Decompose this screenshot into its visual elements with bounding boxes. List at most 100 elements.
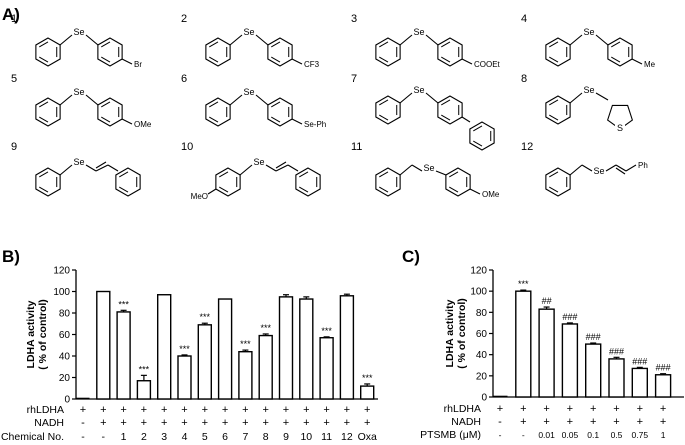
single-bond <box>399 92 413 104</box>
single-bond <box>615 167 626 175</box>
row-value: + <box>520 403 526 415</box>
single-bond <box>595 92 609 101</box>
row-value: + <box>590 416 596 428</box>
se-label: Se <box>593 166 604 176</box>
double-bond <box>473 125 483 132</box>
row-value: + <box>497 403 503 415</box>
substituent-label: Br <box>134 60 142 69</box>
double-bond <box>271 101 281 108</box>
row-value: + <box>80 404 86 416</box>
substituent-label: OMe <box>482 190 500 199</box>
se-label: Se <box>243 87 254 97</box>
single-bond <box>239 164 253 176</box>
row-value: + <box>590 403 596 415</box>
single-bond <box>425 92 439 104</box>
compound-number: 6 <box>181 73 187 85</box>
row-label: PTSMB (μM) <box>420 429 481 441</box>
significance-label: ### <box>632 356 647 366</box>
double-bond <box>299 171 309 178</box>
substituent-label: COOEt <box>474 60 501 69</box>
double-bond <box>209 41 219 48</box>
row-value: - <box>102 431 106 443</box>
y-tick-label: 40 <box>59 352 71 363</box>
y-tick-label: 20 <box>476 371 488 382</box>
significance-label: *** <box>518 279 529 289</box>
single-bond <box>461 116 471 123</box>
bar <box>319 337 334 400</box>
se-label: Se <box>243 27 254 37</box>
single-bond <box>229 34 243 46</box>
double-bond <box>209 116 219 123</box>
sulfur-bg <box>615 123 625 132</box>
row-value: + <box>100 417 106 429</box>
panel-a-label: A) <box>2 5 20 24</box>
compound-number: 8 <box>521 73 527 85</box>
significance-label: *** <box>200 312 211 322</box>
chemical-structures: 1 Se Br 2 Se CF3 3 Se COOEt 4 Se Me 5 Se OMe 6 Se Se-Ph 7 S… <box>11 13 656 201</box>
benzene-ring <box>97 97 123 127</box>
panel-c-label: C) <box>402 247 420 266</box>
significance-label: ## <box>542 296 552 306</box>
single-bond <box>399 34 413 46</box>
single-bond <box>615 164 627 172</box>
row-value: + <box>242 417 248 429</box>
row-value: + <box>161 417 167 429</box>
bar <box>515 290 532 398</box>
significance-label: ### <box>586 332 601 342</box>
single-bond <box>85 164 97 172</box>
double-bond <box>441 41 451 48</box>
single-bond <box>469 188 481 195</box>
se-label: Se <box>73 87 84 97</box>
significance-label: ### <box>562 312 577 322</box>
double-bond <box>379 114 389 121</box>
single-bond <box>59 164 73 176</box>
y-axis-label-unit: ( % of control) <box>456 298 468 369</box>
row-value: + <box>181 404 187 416</box>
double-bond <box>473 140 483 147</box>
significance-label: *** <box>139 364 150 374</box>
double-bond <box>549 56 559 63</box>
compound-6: 6 Se Se-Ph <box>181 73 326 129</box>
row-value: + <box>303 417 309 429</box>
double-bond <box>271 41 281 48</box>
double-bond <box>39 186 49 193</box>
single-bond <box>625 164 637 172</box>
double-bond <box>379 99 389 106</box>
significance-label: *** <box>321 326 332 336</box>
row-value: - <box>81 417 85 429</box>
row-value: 8 <box>263 431 269 443</box>
row-value: - <box>499 430 502 440</box>
row-value: 12 <box>341 431 353 443</box>
double-bond <box>441 99 451 106</box>
double-bond <box>209 101 219 108</box>
single-bond <box>595 34 609 46</box>
compound-number: 10 <box>181 141 193 153</box>
single-bond <box>287 164 299 172</box>
row-value: + <box>323 417 329 429</box>
row-value: + <box>100 404 106 416</box>
bar <box>136 380 152 400</box>
significance-label: *** <box>260 323 271 333</box>
row-value: + <box>202 404 208 416</box>
row-value: + <box>303 404 309 416</box>
se-label: Se <box>413 85 424 95</box>
double-bond <box>441 114 451 121</box>
row-value: + <box>283 404 289 416</box>
compound-4: 4 Se Me <box>521 13 656 69</box>
row-value: + <box>344 417 350 429</box>
single-bond <box>265 164 277 172</box>
row-value: + <box>222 417 228 429</box>
significance-label: *** <box>362 373 373 383</box>
row-value: + <box>567 403 573 415</box>
double-bond <box>219 171 229 178</box>
double-bond <box>119 186 129 193</box>
y-tick-label: 0 <box>481 393 487 404</box>
compound-2: 2 Se CF3 <box>181 13 320 69</box>
row-value: + <box>120 404 126 416</box>
row-value: 2 <box>141 431 147 443</box>
row-value: + <box>567 416 573 428</box>
substituent-label: Me <box>644 60 656 69</box>
double-bond <box>101 41 111 48</box>
bar <box>116 311 131 400</box>
